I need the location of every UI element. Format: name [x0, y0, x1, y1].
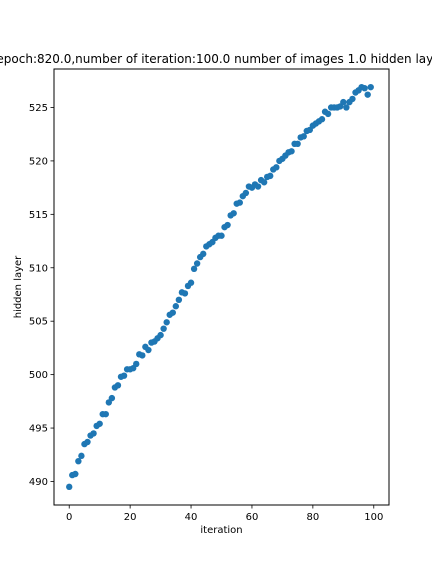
data-point	[114, 382, 122, 389]
x-tick-label: 100	[364, 512, 383, 523]
data-point	[187, 279, 195, 286]
data-point	[242, 189, 250, 197]
data-point	[236, 199, 243, 206]
data-point	[75, 457, 82, 465]
y-tick-label: 510	[29, 263, 48, 274]
y-tick-label: 515	[29, 210, 48, 221]
data-point	[300, 133, 307, 140]
plot-frame	[53, 68, 390, 506]
data-point	[273, 164, 280, 171]
data-point	[324, 110, 332, 118]
x-tick-label: 0	[66, 512, 72, 523]
data-point	[181, 290, 189, 297]
x-tick-label: 40	[185, 512, 198, 523]
x-axis: 0 20 40 60 80 100	[66, 505, 383, 523]
data-point	[169, 309, 176, 316]
data-point	[230, 210, 237, 217]
plot-marks	[66, 83, 374, 491]
data-point	[108, 394, 116, 402]
data-point	[340, 98, 347, 106]
chart-title: epoch:820.0,number of iteration:100.0 nu…	[0, 52, 432, 66]
data-point	[163, 319, 170, 326]
data-point	[145, 346, 152, 354]
data-point	[260, 179, 268, 186]
data-point	[139, 352, 146, 359]
data-point	[267, 172, 274, 180]
data-point	[193, 260, 201, 267]
data-point	[224, 221, 231, 229]
data-point	[72, 470, 79, 478]
y-tick-label: 525	[29, 103, 48, 114]
x-tick-label: 20	[124, 512, 137, 523]
data-point	[361, 85, 368, 92]
y-tick-label: 500	[29, 370, 48, 381]
data-point	[294, 140, 301, 148]
y-tick-label: 505	[29, 317, 48, 328]
data-point	[175, 296, 183, 304]
x-tick-label: 80	[306, 512, 319, 523]
y-tick-label: 490	[29, 477, 48, 488]
y-tick-label: 520	[29, 156, 48, 167]
data-point	[102, 410, 109, 418]
data-point	[96, 420, 103, 427]
data-point	[364, 91, 371, 98]
data-point	[78, 452, 85, 460]
data-point	[218, 232, 225, 239]
data-point	[349, 95, 356, 103]
y-tick-label: 495	[29, 424, 48, 435]
data-point	[66, 483, 73, 491]
x-axis-label: iteration	[200, 525, 242, 536]
data-point	[160, 325, 167, 332]
data-point	[367, 83, 374, 91]
y-axis: 490 495 500 505 510 515 520 525	[29, 103, 54, 488]
data-point	[288, 148, 295, 155]
data-point	[172, 303, 180, 310]
data-point	[84, 438, 91, 446]
data-point	[190, 265, 198, 273]
data-point	[157, 331, 164, 339]
data-point	[90, 430, 97, 437]
x-tick-label: 60	[246, 512, 259, 523]
y-axis-label: hidden layer	[13, 255, 24, 318]
data-point	[343, 104, 350, 111]
data-point	[120, 372, 128, 379]
data-point	[254, 183, 262, 190]
data-point	[200, 250, 207, 258]
data-point	[133, 360, 140, 368]
data-point	[318, 116, 326, 123]
